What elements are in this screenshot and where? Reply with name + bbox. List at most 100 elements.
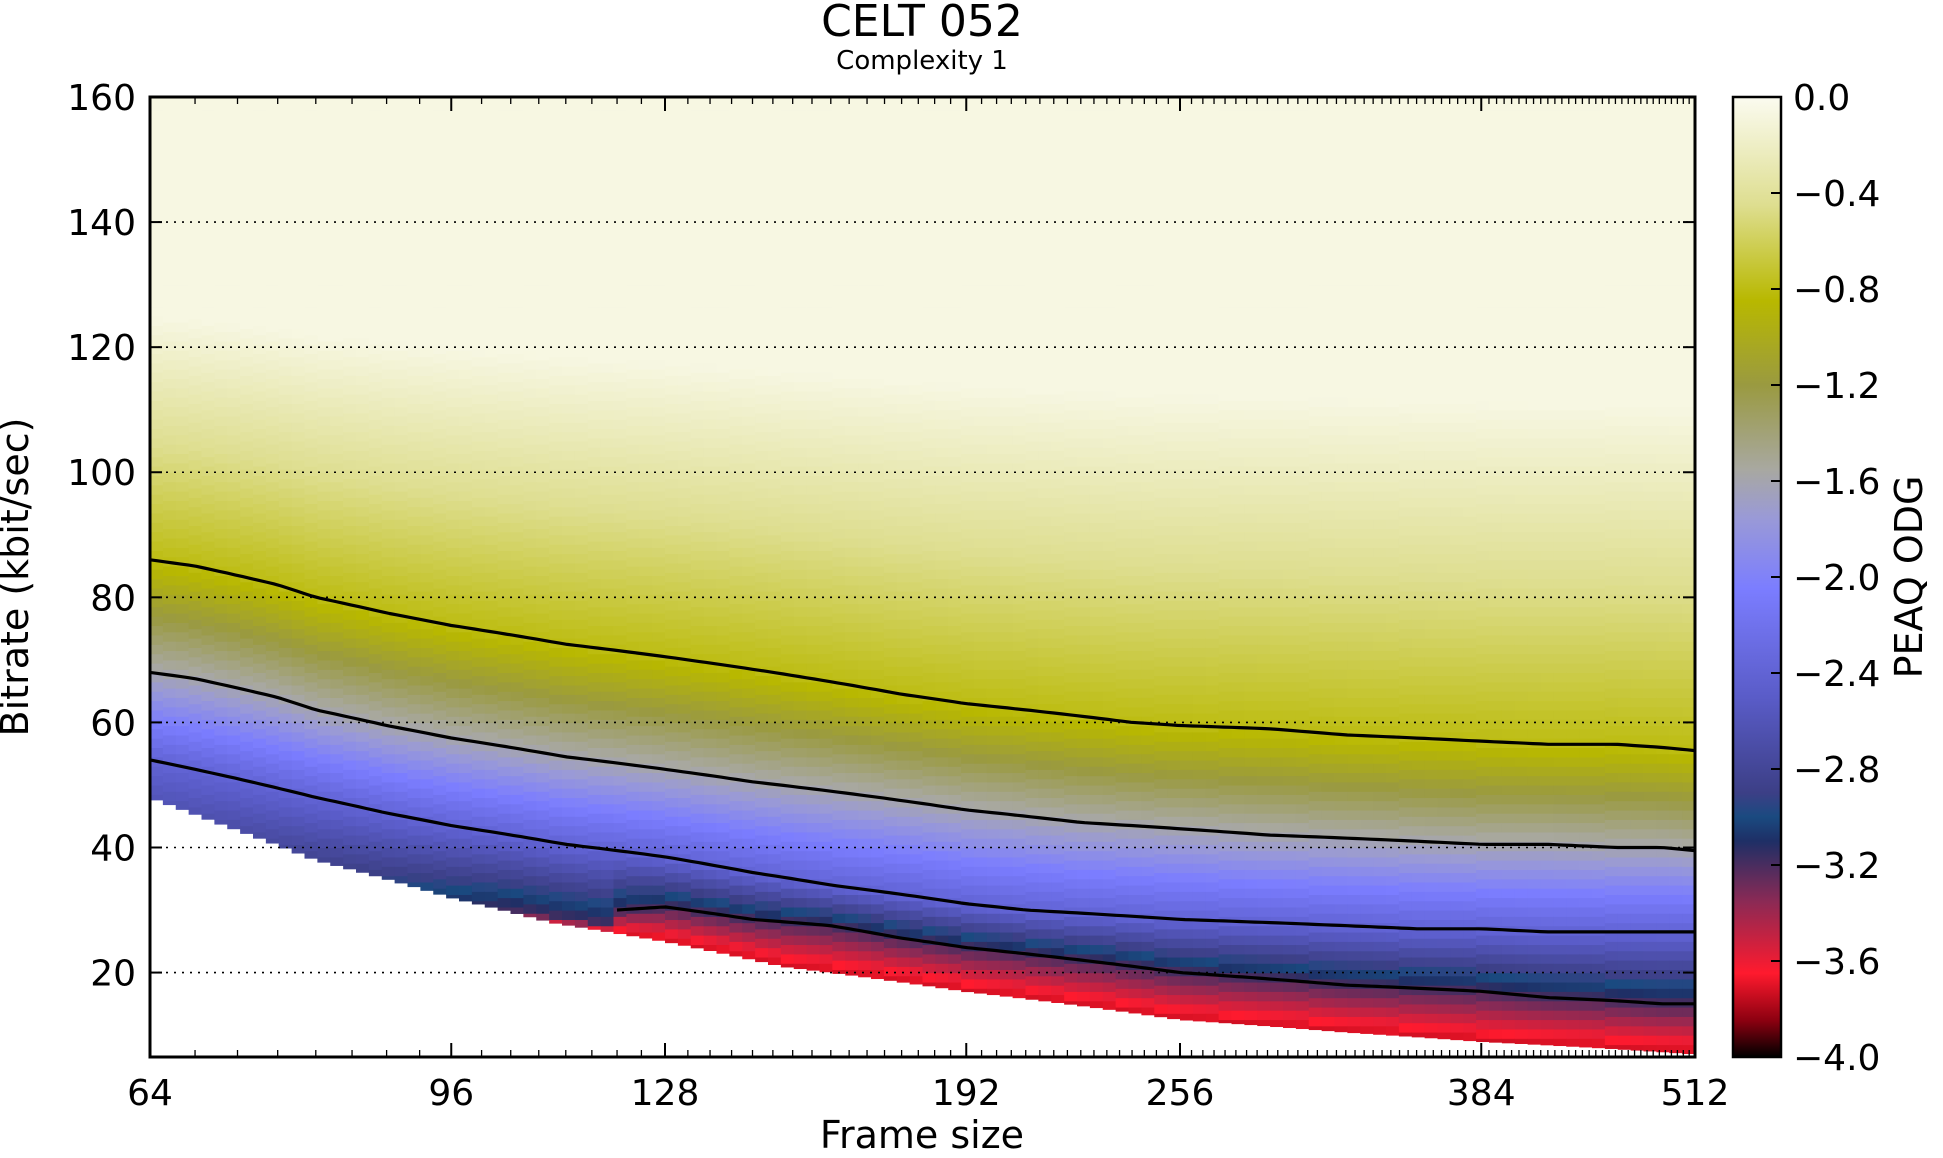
heatmap-cell (626, 894, 640, 905)
heatmap-cell (330, 612, 344, 623)
heatmap-cell (793, 465, 808, 476)
heatmap-cell (381, 303, 396, 314)
heatmap-cell (703, 822, 718, 833)
heatmap-cell (600, 203, 615, 214)
heatmap-cell (832, 97, 846, 107)
heatmap-cell (626, 537, 640, 548)
heatmap-cell (394, 828, 409, 839)
heatmap-cell (729, 753, 743, 764)
heatmap-cell (330, 275, 344, 286)
heatmap-cell (227, 256, 241, 267)
heatmap-cell (562, 713, 576, 724)
heatmap-cell (356, 816, 370, 827)
heatmap-cell (368, 419, 383, 430)
heatmap-cell (356, 863, 370, 873)
heatmap-cell (240, 187, 254, 198)
heatmap-cell (677, 675, 692, 686)
heatmap-cell (652, 603, 666, 614)
heatmap-cell (343, 234, 357, 245)
heatmap-cell (690, 700, 705, 711)
heatmap-cell (832, 641, 846, 652)
heatmap-cell (420, 834, 434, 845)
heatmap-cell (574, 797, 589, 808)
heatmap-cell (291, 619, 306, 630)
heatmap-cell (793, 756, 808, 767)
heatmap-cell (755, 215, 769, 226)
heatmap-cell (471, 591, 486, 602)
heatmap-cell (703, 409, 718, 420)
heatmap-cell (381, 678, 396, 689)
heatmap-cell (317, 209, 331, 220)
heatmap-cell (883, 656, 898, 667)
heatmap-cell (600, 240, 615, 251)
heatmap-cell (729, 275, 743, 286)
heatmap-cell (162, 218, 177, 229)
heatmap-cell (497, 747, 512, 758)
heatmap-cell (175, 453, 190, 464)
heatmap-cell (806, 428, 821, 439)
heatmap-cell (356, 487, 370, 498)
heatmap-cell (304, 616, 318, 627)
heatmap-cell (162, 406, 177, 417)
heatmap-cell (677, 591, 692, 602)
heatmap-cell (832, 303, 846, 314)
heatmap-cell (304, 691, 318, 702)
heatmap-cell (420, 450, 434, 461)
heatmap-cell (240, 675, 254, 686)
heatmap-cell (150, 437, 164, 448)
heatmap-cell (845, 162, 859, 173)
heatmap-cell (253, 456, 267, 467)
heatmap-cell (768, 159, 782, 170)
heatmap-cell (356, 356, 370, 367)
heatmap-cell (497, 184, 512, 195)
heatmap-cell (317, 669, 331, 680)
heatmap-cell (471, 797, 486, 808)
heatmap-cell (330, 294, 344, 304)
heatmap-cell (665, 262, 679, 273)
heatmap-cell (755, 440, 769, 451)
heatmap-cell (497, 465, 512, 476)
heatmap-cell (446, 397, 460, 408)
heatmap-cell (871, 913, 885, 924)
heatmap-cell (150, 662, 164, 673)
heatmap-cell (562, 215, 576, 226)
heatmap-cell (587, 97, 602, 101)
heatmap-cell (162, 547, 177, 558)
heatmap-cell (574, 225, 589, 236)
heatmap-cell (845, 181, 859, 192)
heatmap-cell (356, 375, 370, 386)
heatmap-cell (162, 491, 177, 501)
heatmap-cell (317, 519, 331, 530)
heatmap-cell (317, 453, 331, 464)
heatmap-cell (304, 118, 318, 129)
heatmap-cell (510, 344, 524, 355)
heatmap-cell (304, 494, 318, 505)
heatmap-cell (381, 650, 396, 661)
heatmap-cell (845, 340, 859, 351)
heatmap-cell (716, 747, 730, 758)
heatmap-cell (227, 819, 241, 830)
heatmap-cell (562, 806, 576, 817)
heatmap-cell (497, 278, 512, 289)
heatmap-cell (729, 828, 743, 839)
heatmap-cell (665, 365, 679, 376)
heatmap-cell (175, 678, 190, 689)
heatmap-cell (446, 406, 460, 417)
heatmap-cell (291, 534, 306, 545)
heatmap-cell (652, 781, 666, 792)
heatmap-cell (278, 769, 293, 780)
heatmap-cell (677, 581, 692, 592)
heatmap-cell (793, 109, 808, 120)
heatmap-cell (871, 228, 885, 239)
heatmap-cell (240, 544, 254, 555)
heatmap-cell (639, 594, 653, 605)
heatmap-cell (677, 806, 692, 817)
heatmap-cell (703, 766, 718, 777)
heatmap-cell (381, 509, 396, 520)
heatmap-cell (806, 860, 821, 870)
heatmap-cell (201, 390, 215, 401)
heatmap-cell (871, 594, 885, 605)
heatmap-cell (484, 365, 499, 376)
heatmap-cell (665, 506, 679, 517)
heatmap-cell (639, 228, 653, 239)
